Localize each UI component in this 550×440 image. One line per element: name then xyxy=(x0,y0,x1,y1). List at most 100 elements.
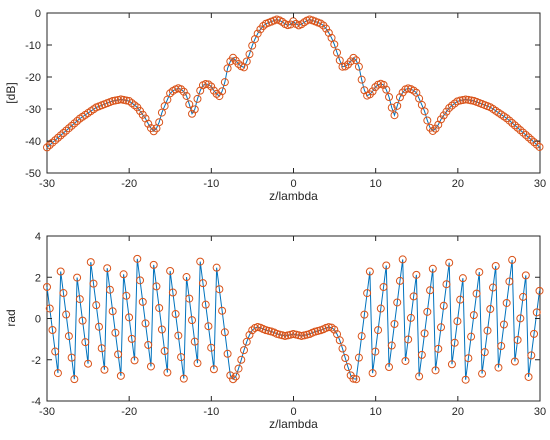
phase-data-point xyxy=(352,375,361,384)
phase-data-point xyxy=(245,331,254,340)
phase-data-point xyxy=(166,266,175,275)
phase-data-point xyxy=(524,372,533,381)
magnitude-data-point xyxy=(248,41,257,50)
magnitude-data-point xyxy=(48,138,57,147)
phase-data-point xyxy=(398,255,407,264)
phase-data-point xyxy=(401,356,410,365)
phase-data-point xyxy=(75,295,84,304)
phase-data-point xyxy=(297,331,306,340)
phase-data-point xyxy=(73,273,82,282)
magnitude-data-point xyxy=(513,123,522,132)
magnitude-data-point xyxy=(59,129,68,138)
magnitude-data-point xyxy=(431,124,440,133)
phase-data-point xyxy=(45,304,54,313)
magnitude-data-point xyxy=(521,130,530,139)
phase-data-point xyxy=(212,263,221,272)
phase-data-point xyxy=(420,329,429,338)
phase-data-point xyxy=(434,344,443,353)
phase-data-point xyxy=(426,286,435,295)
magnitude-data-point xyxy=(166,89,175,98)
phase-data-point xyxy=(86,258,95,267)
phase-data-point xyxy=(220,328,229,337)
magnitude-data-point xyxy=(130,101,139,110)
magnitude-data-point xyxy=(51,136,60,145)
magnitude-data-point xyxy=(461,95,470,104)
phase-x-axis-label: z/lambda xyxy=(269,417,318,431)
phase-data-point xyxy=(289,330,298,339)
magnitude-data-point xyxy=(155,118,164,127)
magnitude-data-point xyxy=(505,116,514,125)
magnitude-data-point xyxy=(177,85,186,94)
phase-data-point xyxy=(78,316,87,325)
magnitude-plot: -30 -20 -10 0 10 20 30 0 -10 -20 -30 -40 -50 z/lambd… xyxy=(4,8,546,203)
phase-data-point xyxy=(103,264,112,273)
magnitude-data-point xyxy=(333,48,342,57)
phase-data-point xyxy=(417,350,426,359)
phase-data-point xyxy=(198,279,207,288)
phase-data-point xyxy=(497,342,506,351)
phase-data-point xyxy=(456,295,465,304)
phase-data-point xyxy=(196,257,205,266)
phase-data-point xyxy=(486,305,495,314)
phase-data-point xyxy=(365,267,374,276)
phase-data-point xyxy=(374,326,383,335)
magnitude-data-point xyxy=(516,126,525,135)
magnitude-data-point xyxy=(467,96,476,105)
magnitude-y-tick-label: -30 xyxy=(25,104,41,116)
phase-data-point xyxy=(363,289,372,298)
phase-y-tick-label: 0 xyxy=(35,314,41,326)
magnitude-data-point xyxy=(527,135,536,144)
phase-data-point xyxy=(357,332,366,341)
phase-y-axis-label: rad xyxy=(4,309,18,326)
phase-data-point xyxy=(502,298,511,307)
magnitude-data-point xyxy=(456,96,465,105)
phase-data-point xyxy=(149,260,158,269)
phase-data-point xyxy=(447,360,456,369)
magnitude-data-point xyxy=(464,95,473,104)
phase-x-tick-label: 0 xyxy=(290,406,296,418)
phase-x-tick-label: -10 xyxy=(203,406,219,418)
magnitude-plot-area xyxy=(46,12,541,174)
magnitude-x-tick-label: -20 xyxy=(121,178,137,190)
phase-data-point xyxy=(379,283,388,292)
phase-data-point xyxy=(108,307,117,316)
magnitude-x-tick-label: 10 xyxy=(370,178,382,190)
magnitude-data-point xyxy=(420,107,429,116)
phase-data-point xyxy=(488,283,497,292)
magnitude-data-point xyxy=(125,96,134,105)
phase-data-point xyxy=(395,276,404,285)
phase-data-point xyxy=(48,326,57,334)
magnitude-data-point xyxy=(116,95,125,104)
phase-data-point xyxy=(84,359,93,368)
phase-data-point xyxy=(100,365,109,374)
phase-data-point xyxy=(133,254,142,263)
magnitude-data-point xyxy=(357,75,366,84)
magnitude-data-point xyxy=(207,82,216,91)
phase-data-point xyxy=(114,350,123,359)
magnitude-data-point xyxy=(379,80,388,89)
phase-data-point xyxy=(513,335,522,344)
phase-data-point xyxy=(499,320,508,329)
magnitude-data-point xyxy=(185,100,194,109)
magnitude-data-point xyxy=(428,126,437,135)
phase-data-point xyxy=(412,270,421,279)
phase-data-point xyxy=(390,319,399,328)
phase-data-point xyxy=(122,291,131,300)
phase-data-point xyxy=(530,329,539,338)
magnitude-y-axis-label: [dB] xyxy=(4,82,18,103)
phase-data-point xyxy=(229,375,238,384)
phase-data-point xyxy=(431,366,440,375)
magnitude-data-point xyxy=(530,138,539,147)
phase-data-point xyxy=(155,303,164,312)
phase-data-point xyxy=(349,374,358,383)
magnitude-data-point xyxy=(70,119,79,128)
phase-data-point xyxy=(483,326,492,335)
phase-data-point xyxy=(127,334,136,343)
phase-data-point xyxy=(404,335,413,344)
phase-data-point xyxy=(157,325,166,334)
phase-y-tick-label: 2 xyxy=(35,272,41,284)
magnitude-data-point xyxy=(144,119,153,128)
phase-data-point xyxy=(469,311,478,320)
phase-data-point xyxy=(335,336,344,345)
